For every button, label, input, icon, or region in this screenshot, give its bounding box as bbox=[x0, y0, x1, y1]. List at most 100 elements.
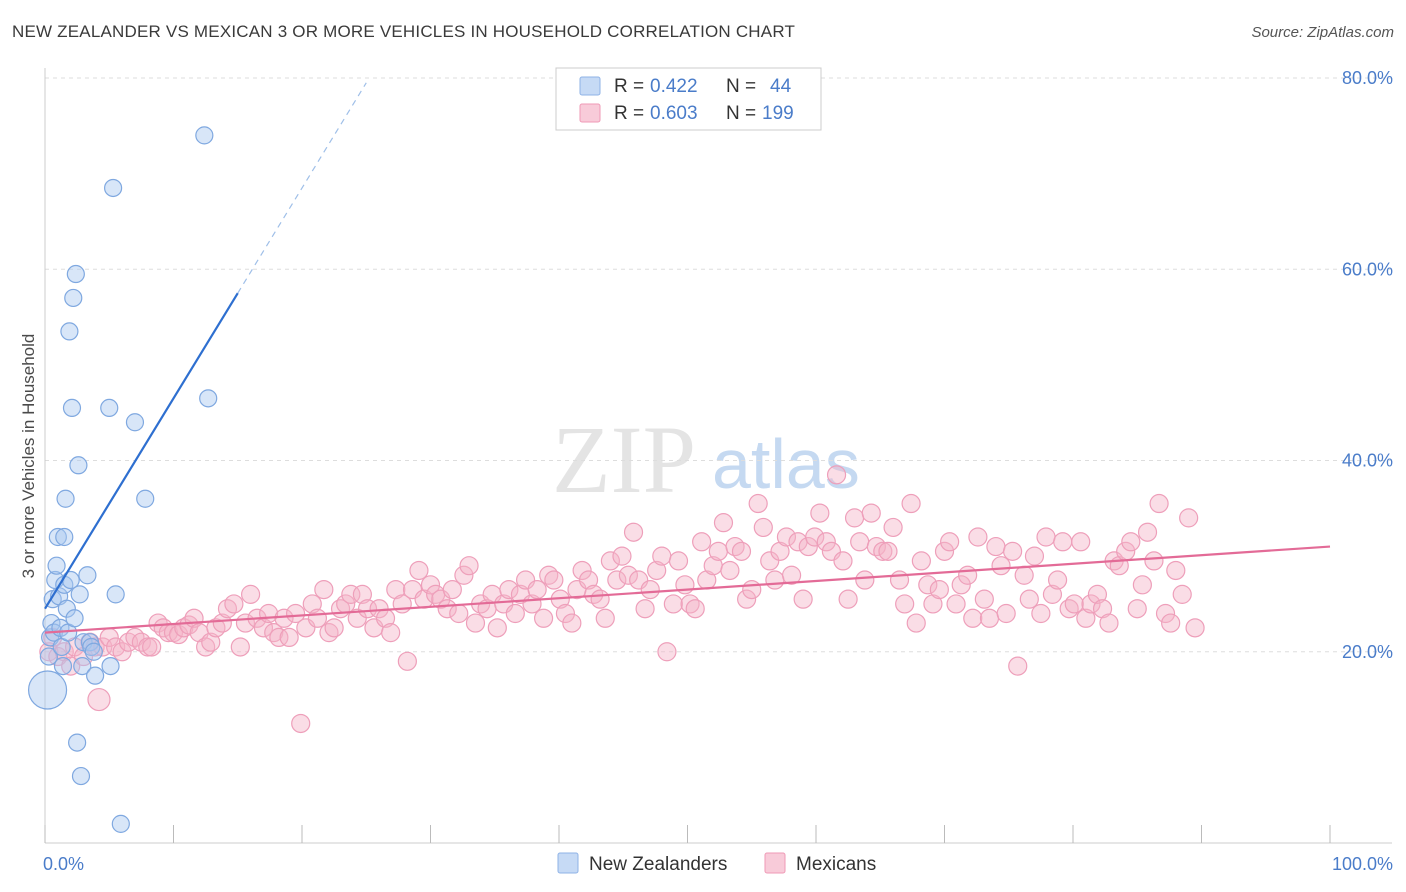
mexicans-point bbox=[781, 565, 802, 585]
mexicans-point bbox=[810, 503, 830, 523]
mexicans-point bbox=[663, 594, 683, 614]
mexicans-point bbox=[883, 517, 903, 538]
mexicans-point bbox=[1121, 532, 1141, 552]
mexicans-point bbox=[635, 599, 655, 619]
new-zealanders-point bbox=[101, 656, 120, 676]
mexicans-point bbox=[861, 503, 881, 523]
mexicans-point bbox=[826, 465, 847, 485]
legend-n-value-2: 199 bbox=[762, 103, 794, 124]
mexicans-point bbox=[381, 623, 401, 643]
mexicans-point bbox=[544, 570, 564, 590]
mexicans-point bbox=[1179, 508, 1199, 528]
mexicans-point bbox=[816, 532, 836, 552]
mexicans-point bbox=[459, 556, 479, 576]
y-axis-label: 3 or more Vehicles in Household bbox=[19, 334, 38, 579]
mexicans-point bbox=[386, 579, 406, 600]
legend-n-value-1: 44 bbox=[770, 76, 792, 97]
mexicans-point bbox=[285, 603, 306, 624]
watermark-zip: ZIP bbox=[552, 406, 696, 513]
mexicans-point bbox=[465, 613, 486, 633]
new-zealanders-point bbox=[78, 566, 97, 585]
mexicans-point bbox=[929, 579, 949, 600]
mexicans-point bbox=[963, 608, 983, 628]
mexicans-point bbox=[595, 608, 615, 628]
y-tick-label-0: 20.0% bbox=[1342, 642, 1393, 662]
mexicans-point bbox=[1087, 584, 1108, 604]
mexicans-point bbox=[1144, 551, 1164, 571]
new-zealanders-point bbox=[111, 814, 130, 833]
mexicans-point bbox=[1024, 546, 1045, 566]
legend-swatch-blue bbox=[579, 76, 601, 96]
legend-r-label-1: R = bbox=[614, 76, 644, 97]
mexicans-point bbox=[991, 556, 1011, 576]
mexicans-point bbox=[1132, 575, 1152, 595]
mexicans-point bbox=[731, 541, 752, 561]
axes bbox=[44, 68, 1392, 844]
mexicans-point bbox=[889, 570, 910, 590]
mexicans-point bbox=[314, 579, 334, 600]
mexicans-point bbox=[940, 532, 960, 552]
x-tick-label-1: 100.0% bbox=[1332, 854, 1393, 874]
bottom-legend-new-zealanders: New Zealanders bbox=[589, 854, 727, 875]
series-legend: New Zealanders Mexicans bbox=[557, 852, 876, 875]
mexicans-point bbox=[1053, 532, 1073, 552]
chart-title: NEW ZEALANDER VS MEXICAN 3 OR MORE VEHIC… bbox=[12, 22, 796, 41]
new-zealanders-point bbox=[86, 666, 105, 685]
mexicans-point bbox=[1008, 656, 1028, 676]
mexicans-point bbox=[607, 570, 627, 590]
mexicans-point bbox=[499, 579, 519, 600]
new-zealanders-point bbox=[82, 637, 101, 657]
mexicans-trend bbox=[44, 545, 1331, 634]
mexicans-point bbox=[1047, 570, 1068, 590]
mexicans-point bbox=[442, 579, 462, 600]
mexicans-point bbox=[487, 618, 507, 638]
mexicans-point bbox=[352, 584, 372, 604]
mexicans-point bbox=[708, 541, 728, 561]
mexicans-point bbox=[1071, 532, 1091, 552]
mexicans-point bbox=[590, 589, 610, 609]
mexicans-point bbox=[1161, 613, 1181, 633]
mexicans-point bbox=[1155, 603, 1176, 624]
mexicans-point bbox=[1042, 584, 1063, 604]
mexicans-point bbox=[1064, 594, 1084, 614]
mexicans-point bbox=[776, 527, 797, 547]
new-zealanders-point bbox=[65, 609, 84, 628]
mexicans-point bbox=[437, 599, 457, 619]
mexicans-point bbox=[269, 627, 289, 648]
mexicans-point bbox=[1099, 613, 1119, 633]
mexicans-point bbox=[833, 551, 853, 571]
mexicans-point bbox=[934, 541, 955, 561]
legend-swatch-pink bbox=[579, 103, 601, 123]
new-zealanders-point bbox=[53, 656, 73, 676]
mexicans-point bbox=[793, 589, 813, 609]
mexicans-point bbox=[87, 687, 111, 712]
mexicans-point bbox=[527, 579, 547, 600]
mexicans-point bbox=[713, 513, 734, 533]
bottom-legend-mexicans: Mexicans bbox=[796, 854, 876, 875]
mexicans-point bbox=[279, 627, 299, 648]
mexicans-point bbox=[533, 608, 554, 628]
gridlines bbox=[45, 77, 1392, 653]
mexicans-point bbox=[341, 584, 361, 604]
mexicans-point bbox=[647, 560, 667, 581]
mexicans-point bbox=[505, 603, 525, 624]
mexicans-point bbox=[1036, 527, 1056, 547]
mexicans-point bbox=[1014, 565, 1034, 585]
new-zealanders-points bbox=[27, 126, 218, 833]
y-tick-label-1: 40.0% bbox=[1342, 451, 1393, 471]
mexicans-point bbox=[760, 551, 780, 571]
new-zealanders-point bbox=[125, 413, 145, 432]
mexicans-point bbox=[612, 546, 632, 566]
new-zealanders-point bbox=[136, 489, 155, 508]
mexicans-point bbox=[911, 551, 931, 571]
y-tick-label-3: 80.0% bbox=[1342, 68, 1393, 88]
source-label: Source: ZipAtlas.com bbox=[1251, 24, 1394, 41]
new-zealanders-point bbox=[48, 527, 67, 547]
mexicans-point bbox=[578, 570, 599, 590]
mexicans-point bbox=[600, 551, 621, 571]
new-zealanders-point bbox=[70, 585, 89, 604]
mexicans-point bbox=[397, 651, 417, 671]
bottom-legend-swatch-blue bbox=[557, 852, 579, 874]
new-zealanders-point bbox=[195, 126, 214, 145]
